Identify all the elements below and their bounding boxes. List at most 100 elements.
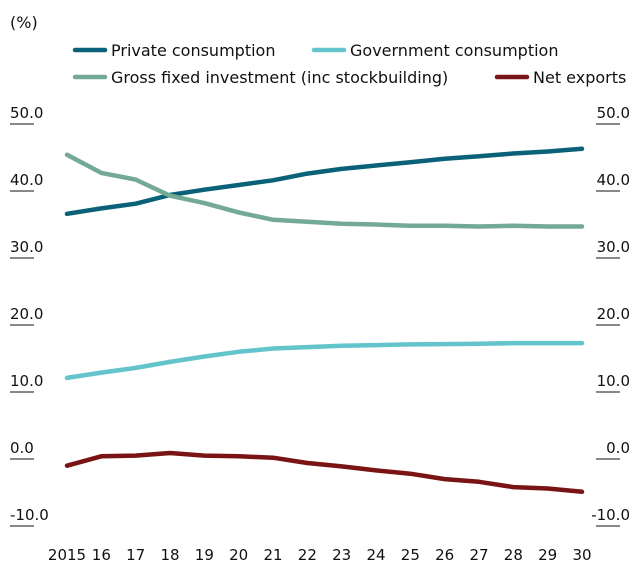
series-line-net-exports: [64, 450, 585, 495]
series-line-private-consumption: [64, 146, 585, 217]
data-point-private-consumption-22: [305, 172, 309, 176]
y-tick-left-40-0: 40.0: [10, 171, 43, 189]
data-point-net-exports-21: [271, 456, 275, 460]
data-point-net-exports-25: [408, 472, 412, 476]
data-point-net-exports-24: [374, 468, 378, 472]
data-point-gross-fixed-investment-18: [168, 194, 172, 198]
data-point-gross-fixed-investment-22: [305, 220, 309, 224]
data-point-government-consumption-27: [477, 342, 481, 346]
data-point-gross-fixed-investment-29: [546, 225, 550, 228]
data-point-gross-fixed-investment-30: [580, 225, 584, 228]
data-point-government-consumption-28: [511, 341, 515, 345]
data-point-gross-fixed-investment-20: [237, 210, 241, 214]
y-tick-right-50-0: 50.0: [597, 104, 630, 122]
data-point-net-exports-17: [134, 454, 138, 458]
x-tick-22: 22: [298, 546, 317, 564]
data-point-private-consumption-27: [477, 154, 481, 158]
data-point-government-consumption-20: [237, 350, 241, 354]
data-point-net-exports-28: [511, 485, 515, 489]
data-point-government-consumption-24: [374, 343, 378, 347]
data-point-net-exports-2015: [65, 464, 69, 468]
x-tick-28: 28: [504, 546, 523, 564]
data-point-government-consumption-2015: [65, 376, 69, 380]
x-tick-24: 24: [366, 546, 385, 564]
data-point-gross-fixed-investment-17: [134, 178, 138, 182]
data-point-net-exports-30: [580, 490, 584, 494]
data-point-gross-fixed-investment-24: [374, 223, 378, 226]
y-tick-left-20-0: 20.0: [10, 305, 43, 323]
data-point-private-consumption-19: [202, 188, 206, 192]
x-tick-20: 20: [229, 546, 248, 564]
legend-label-net-exports: Net exports: [533, 68, 626, 87]
data-point-government-consumption-25: [408, 342, 412, 346]
data-point-private-consumption-28: [511, 152, 515, 155]
data-point-gross-fixed-investment-25: [408, 224, 412, 228]
data-point-net-exports-16: [99, 454, 103, 458]
y-tick-right-10-0: 10.0: [597, 372, 630, 390]
data-point-private-consumption-30: [580, 147, 584, 151]
data-point-private-consumption-21: [271, 178, 275, 182]
y-tick-left-50-0: 50.0: [10, 104, 43, 122]
legend-label-government-consumption: Government consumption: [350, 41, 558, 60]
data-point-private-consumption-2015: [65, 212, 69, 216]
unit-label: (%): [10, 13, 38, 32]
y-tick-left-0-0: 0.0: [10, 439, 34, 457]
y-tick-left-30-0: 30.0: [10, 238, 43, 256]
data-point-government-consumption-17: [134, 366, 138, 370]
y-tick-right-0-0: 0.0: [606, 439, 630, 457]
data-point-private-consumption-20: [237, 183, 241, 187]
series-line-gross-fixed-investment: [64, 152, 585, 229]
data-point-government-consumption-16: [99, 371, 103, 375]
data-point-government-consumption-30: [580, 341, 584, 345]
data-point-government-consumption-21: [271, 347, 275, 350]
data-point-gross-fixed-investment-19: [202, 201, 206, 205]
data-point-net-exports-27: [477, 480, 481, 484]
data-point-net-exports-20: [237, 454, 241, 458]
data-point-private-consumption-24: [374, 164, 378, 167]
legend: Private consumption Government consumpti…: [72, 41, 626, 87]
x-tick-29: 29: [538, 546, 557, 564]
data-point-gross-fixed-investment-2015: [65, 153, 69, 157]
x-tick-26: 26: [435, 546, 454, 564]
x-tick-27: 27: [469, 546, 488, 564]
y-tick-right-40-0: 40.0: [597, 171, 630, 189]
axes: 50.0 50.0 40.0 40.0 30.0 30.0 20.0 20.0 10.0 10.0…: [10, 104, 630, 564]
data-point-net-exports-18: [168, 451, 172, 455]
data-point-government-consumption-29: [546, 341, 550, 345]
data-point-private-consumption-16: [99, 206, 103, 210]
y-tick-right--10-0: -10.0: [591, 506, 630, 524]
x-tick-30: 30: [572, 546, 591, 564]
series-line-government-consumption: [64, 340, 585, 381]
x-tick-25: 25: [401, 546, 420, 564]
y-tick-left-10-0: 10.0: [10, 372, 43, 390]
data-point-gross-fixed-investment-23: [340, 222, 344, 226]
data-point-private-consumption-17: [134, 202, 138, 206]
x-tick-16: 16: [92, 546, 111, 564]
data-point-government-consumption-22: [305, 345, 309, 349]
data-point-government-consumption-18: [168, 360, 172, 364]
plot-area: [64, 146, 585, 495]
data-point-net-exports-19: [202, 454, 206, 458]
x-tick-2015: 2015: [48, 546, 86, 564]
data-point-gross-fixed-investment-16: [99, 171, 103, 175]
x-tick-17: 17: [126, 546, 145, 564]
data-point-net-exports-29: [546, 487, 550, 490]
data-point-government-consumption-23: [340, 344, 344, 348]
data-point-net-exports-23: [340, 464, 344, 468]
y-tick-right-30-0: 30.0: [597, 238, 630, 256]
x-tick-19: 19: [195, 546, 214, 564]
legend-label-gross-fixed-investment: Gross fixed investment (inc stockbuildin…: [111, 68, 448, 87]
data-point-government-consumption-26: [443, 342, 447, 346]
y-tick-right-20-0: 20.0: [597, 305, 630, 323]
x-tick-18: 18: [160, 546, 179, 564]
data-point-government-consumption-19: [202, 355, 206, 358]
x-tick-23: 23: [332, 546, 351, 564]
x-tick-21: 21: [263, 546, 282, 564]
data-point-private-consumption-26: [443, 157, 447, 161]
data-point-gross-fixed-investment-27: [477, 225, 481, 228]
legend-label-private-consumption: Private consumption: [111, 41, 275, 60]
data-point-private-consumption-23: [340, 167, 344, 171]
data-point-private-consumption-29: [546, 150, 550, 153]
data-point-net-exports-22: [305, 461, 309, 465]
data-point-net-exports-26: [443, 477, 447, 481]
